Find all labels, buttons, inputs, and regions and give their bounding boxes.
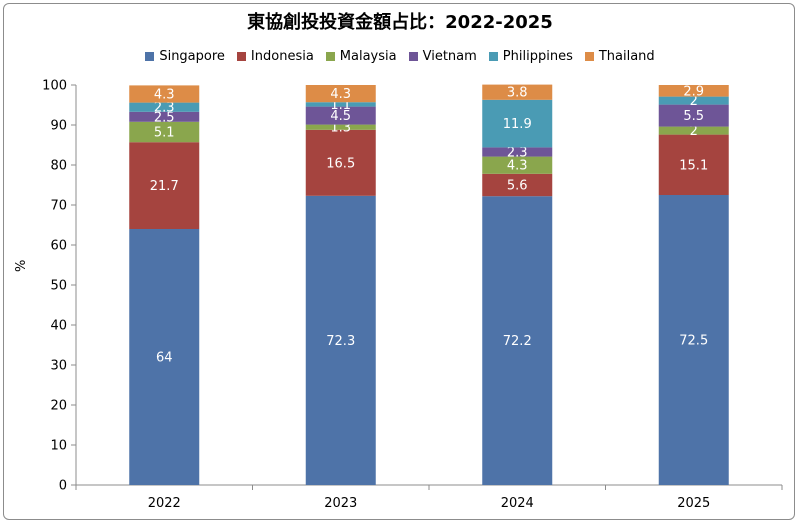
bar-segment-singapore xyxy=(305,195,376,486)
legend-item-thailand: Thailand xyxy=(584,49,655,64)
legend-label: Malaysia xyxy=(339,49,397,64)
legend-item-vietnam: Vietnam xyxy=(408,49,477,64)
x-tick-label: 2025 xyxy=(677,496,710,511)
bar-segment-vietnam xyxy=(129,111,200,122)
bar-segment-malaysia xyxy=(129,121,200,143)
chart-legend: Singapore Indonesia Malaysia Vietnam Philipp… xyxy=(0,49,800,64)
bar-segment-thailand xyxy=(482,84,553,100)
data-label: 15.1 xyxy=(679,158,708,173)
bar-segment-singapore xyxy=(658,195,729,485)
y-tick-label: 60 xyxy=(50,239,67,254)
x-tick-label: 2024 xyxy=(501,496,534,511)
legend-label: Vietnam xyxy=(422,49,477,64)
bar-segment-vietnam xyxy=(658,104,729,127)
bar-segment-indonesia xyxy=(658,134,729,195)
bar-segment-philippines xyxy=(129,102,200,112)
bar-segment-singapore xyxy=(129,229,200,485)
legend-item-indonesia: Indonesia xyxy=(236,49,314,64)
bar-segment-indonesia xyxy=(482,173,553,197)
data-label: 64 xyxy=(156,351,173,366)
legend-swatch xyxy=(408,52,418,61)
x-tick-label: 2023 xyxy=(324,496,357,511)
bar-segment-thailand xyxy=(658,85,729,97)
legend-item-singapore: Singapore xyxy=(145,49,225,64)
y-tick-label: 40 xyxy=(50,319,67,334)
bar-segment-indonesia xyxy=(305,129,376,196)
data-label: 2.9 xyxy=(683,84,704,99)
legend-swatch xyxy=(325,52,335,61)
y-tick-label: 0 xyxy=(59,479,67,494)
bar-segment-thailand xyxy=(305,85,376,103)
data-label: 4.3 xyxy=(330,87,351,102)
data-label: 72.2 xyxy=(503,334,532,349)
y-tick-label: 10 xyxy=(50,439,67,454)
x-tick-label: 2022 xyxy=(148,496,181,511)
legend-label: Thailand xyxy=(598,49,655,64)
bar-segment-vietnam xyxy=(482,147,553,157)
legend-swatch xyxy=(584,52,594,61)
data-label: 2 xyxy=(690,124,698,139)
chart-title: 東協創投投資金額占比：2022-2025 xyxy=(247,12,553,33)
bar-segment-singapore xyxy=(482,196,553,485)
legend-label: Philippines xyxy=(502,49,573,64)
y-tick-label: 90 xyxy=(50,119,67,134)
bar-segment-malaysia xyxy=(482,156,553,174)
y-tick-label: 30 xyxy=(50,359,67,374)
legend-swatch xyxy=(145,52,155,61)
bar-segment-malaysia xyxy=(305,124,376,130)
bar-segment-vietnam xyxy=(305,106,376,125)
data-label: 2 xyxy=(690,94,698,109)
legend-item-philippines: Philippines xyxy=(488,49,573,64)
data-label: 3.8 xyxy=(507,86,528,101)
bar-segment-indonesia xyxy=(129,142,200,229)
y-tick-label: 100 xyxy=(42,79,67,94)
legend-swatch xyxy=(236,52,246,61)
y-tick-label: 20 xyxy=(50,399,67,414)
bar-segment-thailand xyxy=(129,85,200,103)
y-tick-label: 70 xyxy=(50,199,67,214)
data-label: 2.5 xyxy=(154,110,175,125)
legend-item-malaysia: Malaysia xyxy=(325,49,397,64)
data-label: 5.1 xyxy=(154,126,175,141)
y-tick-label: 80 xyxy=(50,159,67,174)
bar-segment-malaysia xyxy=(658,126,729,135)
data-label: 11.9 xyxy=(503,117,532,132)
data-label: 2.3 xyxy=(507,146,528,161)
data-label: 21.7 xyxy=(150,179,179,194)
data-label: 2.3 xyxy=(154,101,175,116)
legend-swatch xyxy=(488,52,498,61)
y-tick-label: 50 xyxy=(50,279,67,294)
bar-segment-philippines xyxy=(658,96,729,105)
legend-label: Singapore xyxy=(159,49,225,64)
data-label: 5.6 xyxy=(507,179,528,194)
data-label: 5.5 xyxy=(683,109,704,124)
data-label: 4.3 xyxy=(507,159,528,174)
data-label: 72.3 xyxy=(326,334,355,349)
legend-label: Indonesia xyxy=(250,49,314,64)
data-label: 16.5 xyxy=(326,156,355,171)
bar-segment-philippines xyxy=(305,102,376,107)
data-label: 72.5 xyxy=(679,334,708,349)
bar-segment-philippines xyxy=(482,99,553,148)
data-label: 4.3 xyxy=(154,88,175,103)
data-label: 4.5 xyxy=(330,109,351,124)
